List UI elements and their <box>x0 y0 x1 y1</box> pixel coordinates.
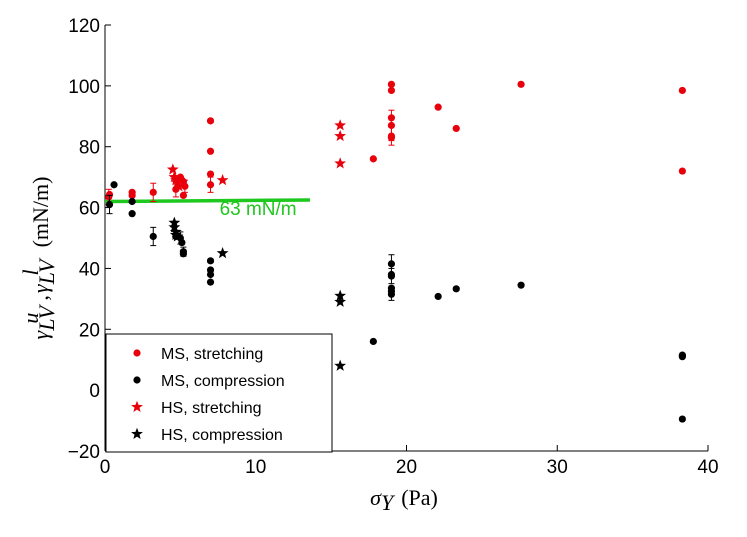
data-point <box>387 86 396 95</box>
data-point <box>128 197 136 206</box>
legend-box <box>105 333 333 453</box>
data-point-star <box>168 170 181 183</box>
legend: MS, stretching MS, compression HS, stret… <box>105 333 333 453</box>
legend-label-ms-stretching: MS, stretching <box>161 346 263 363</box>
y-tick-label: 40 <box>79 259 100 280</box>
data-point <box>369 337 377 346</box>
data-point <box>678 415 686 423</box>
data-point <box>387 272 396 280</box>
data-point-star <box>334 119 347 131</box>
legend-label-hs-stretching: HS, stretching <box>161 400 261 417</box>
y-axis-symbol-2: γ <box>28 283 53 293</box>
y-axis-sup-2: l <box>18 269 43 275</box>
data-point-star <box>216 173 229 186</box>
data-point <box>149 188 157 196</box>
data-point-star <box>216 247 229 259</box>
data-point <box>387 132 396 140</box>
data-point <box>149 232 157 241</box>
y-tick-label: −20 <box>68 442 100 463</box>
y-axis-unit: (mN/m) <box>28 177 53 248</box>
y-axis-sub-2: LV <box>34 257 59 285</box>
data-point <box>110 181 118 189</box>
x-axis-subscript: Y <box>381 490 396 515</box>
x-axis-symbol: σ <box>370 485 382 510</box>
data-point-star <box>334 289 347 301</box>
y-tick-label: 120 <box>68 16 100 37</box>
legend-marker-circle <box>133 376 141 384</box>
y-tick-label: 0 <box>89 381 100 402</box>
x-tick-label: 10 <box>245 457 266 478</box>
reference-line <box>104 198 311 204</box>
data-point <box>517 281 525 289</box>
legend-marker-star <box>131 400 143 413</box>
data-point <box>105 190 114 199</box>
x-tick-label: 20 <box>396 457 417 478</box>
data-point <box>206 117 215 125</box>
data-point <box>206 270 215 279</box>
x-tick-label: 40 <box>697 457 718 478</box>
reference-line-label: 63 mN/m <box>220 199 297 220</box>
data-point-star <box>171 177 184 189</box>
data-point <box>369 155 377 163</box>
x-axis-label: σY (Pa) <box>370 485 438 515</box>
y-axis-separator: , <box>28 295 53 301</box>
data-point <box>678 86 686 95</box>
data-point <box>206 147 215 155</box>
data-point-star <box>171 230 184 242</box>
y-tick-label: 80 <box>79 138 100 159</box>
data-point <box>452 124 460 133</box>
data-point <box>678 167 686 175</box>
data-point <box>387 290 396 298</box>
reference-line-group: 63 mN/m <box>104 198 311 220</box>
y-tick-label: 60 <box>79 199 100 220</box>
svg-text:γLVu,γLVl(mN/m): γLVu,γLVl(mN/m) <box>18 177 59 340</box>
data-marks <box>105 80 686 423</box>
data-point-star <box>169 173 182 186</box>
data-point <box>387 260 396 268</box>
data-point-star <box>334 359 347 371</box>
legend-marker-circle <box>133 349 141 357</box>
data-point <box>179 191 187 199</box>
data-point <box>387 80 396 88</box>
data-point <box>179 250 187 258</box>
data-point <box>181 182 189 190</box>
data-point <box>206 278 215 286</box>
data-point <box>434 292 442 301</box>
y-axis-sup-1: u <box>18 313 43 324</box>
x-axis-unit: (Pa) <box>401 485 438 510</box>
data-point <box>206 181 215 189</box>
data-point <box>128 191 136 199</box>
data-point-star <box>334 129 347 142</box>
data-point <box>434 103 442 111</box>
legend-label-ms-compression: MS, compression <box>161 373 285 390</box>
legend-markers <box>131 349 143 440</box>
legend-label-hs-compression: HS, compression <box>161 427 283 444</box>
x-tick-label: 0 <box>100 457 111 478</box>
data-point-star <box>334 157 347 169</box>
data-point <box>206 170 215 178</box>
data-point-star <box>334 295 347 307</box>
series-hs-compression <box>168 216 347 371</box>
y-axis-sub-1: LV <box>34 303 59 331</box>
data-point <box>105 200 114 209</box>
series-hs-stretching <box>166 119 347 192</box>
y-axis-symbol-1: γ <box>28 329 53 339</box>
series-ms-stretching <box>105 80 686 206</box>
y-tick-label: 100 <box>68 77 100 98</box>
data-point <box>678 353 686 361</box>
data-point-star <box>168 221 181 233</box>
x-tick-label: 30 <box>547 457 568 478</box>
data-point <box>128 210 136 218</box>
data-point <box>452 285 460 293</box>
data-point <box>517 80 525 88</box>
data-point-star <box>172 180 185 192</box>
legend-marker-star <box>131 427 143 440</box>
data-point <box>206 257 215 265</box>
data-point-star <box>166 163 179 175</box>
y-axis-label: γLVu,γLVl(mN/m) <box>18 177 59 340</box>
y-tick-label: 20 <box>79 320 100 341</box>
